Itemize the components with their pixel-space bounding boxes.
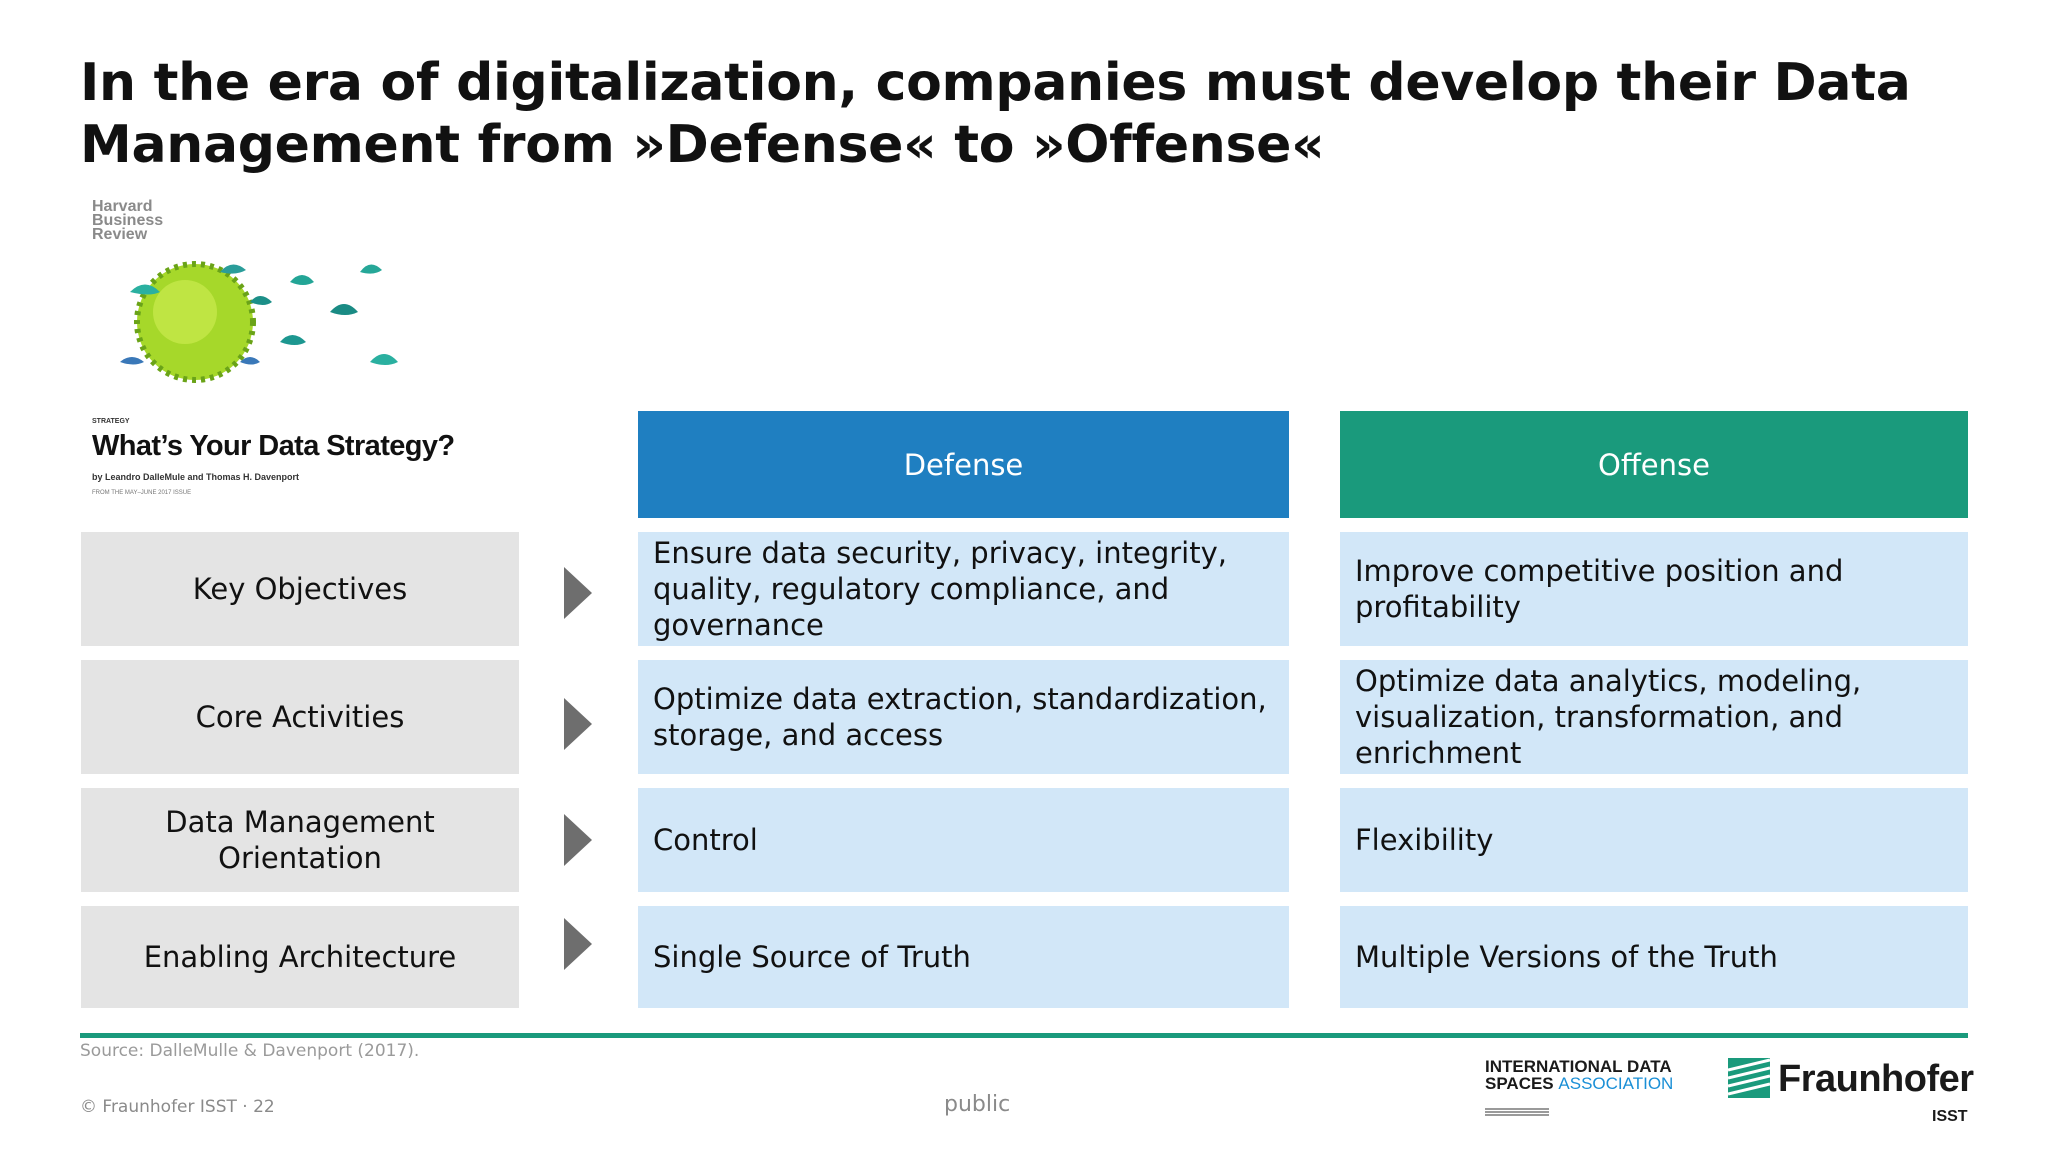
- defense-header: Defense: [638, 411, 1289, 518]
- offense-core-activities: Optimize data analytics, modeling, visua…: [1340, 660, 1968, 774]
- defense-core-activities: Optimize data extraction, standardizatio…: [638, 660, 1289, 774]
- offense-header: Offense: [1340, 411, 1968, 518]
- nest-birds-illustration: [120, 261, 398, 383]
- row-label-core-activities: Core Activities: [81, 660, 519, 774]
- copyright-page-number: © Fraunhofer ISST · 22: [80, 1097, 275, 1117]
- idsa-stripes-icon: [1485, 1108, 1549, 1117]
- row-label-data-management-orientation: Data Management Orientation: [81, 788, 519, 892]
- slide-title: In the era of digitalization, companies …: [80, 53, 1911, 175]
- source-note: Source: DalleMulle & Davenport (2017).: [80, 1041, 420, 1061]
- idsa-spaces: SPACES: [1485, 1074, 1554, 1093]
- arrow-right-icon: [564, 567, 592, 619]
- classification-label: public: [944, 1092, 1011, 1117]
- hbr-brand: Harvard Business Review: [92, 198, 164, 243]
- footer-rule: [80, 1033, 1968, 1038]
- fraunhofer-logo-icon: [1728, 1058, 1770, 1098]
- idsa-association: ASSOCIATION: [1558, 1074, 1674, 1093]
- hbr-kicker: STRATEGY: [92, 418, 130, 425]
- hbr-article-title: What’s Your Data Strategy?: [92, 430, 455, 462]
- hbr-issue: FROM THE MAY–JUNE 2017 ISSUE: [92, 490, 192, 496]
- defense-orientation: Control: [638, 788, 1289, 892]
- offense-orientation: Flexibility: [1340, 788, 1968, 892]
- offense-architecture: Multiple Versions of the Truth: [1340, 906, 1968, 1008]
- arrow-right-icon: [564, 918, 592, 970]
- hbr-byline: by Leandro DalleMule and Thomas H. Daven…: [92, 472, 300, 482]
- offense-key-objectives: Improve competitive position and profita…: [1340, 532, 1968, 646]
- idsa-line1: INTERNATIONAL DATA: [1485, 1057, 1672, 1076]
- arrow-right-icon: [564, 814, 592, 866]
- defense-key-objectives: Ensure data security, privacy, integrity…: [638, 532, 1289, 646]
- idsa-logo: INTERNATIONAL DATA SPACES ASSOCIATION: [1485, 1058, 1673, 1092]
- fraunhofer-wordmark: Fraunhofer: [1778, 1058, 1974, 1100]
- row-label-key-objectives: Key Objectives: [81, 532, 519, 646]
- hbr-cover-image: Harvard Business Review STRATEGY What’s …: [80, 192, 510, 532]
- row-label-enabling-architecture: Enabling Architecture: [81, 906, 519, 1008]
- fraunhofer-institute: ISST: [1932, 1108, 1968, 1125]
- arrow-right-icon: [564, 698, 592, 750]
- defense-architecture: Single Source of Truth: [638, 906, 1289, 1008]
